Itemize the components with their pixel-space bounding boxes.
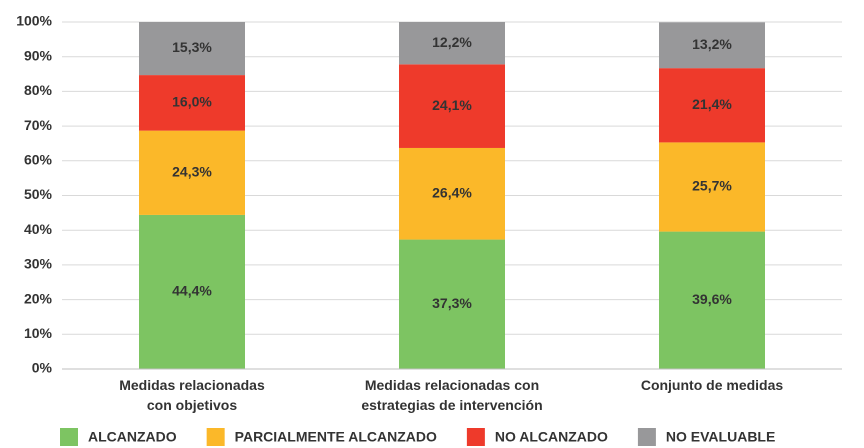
y-tick-label: 50% <box>24 186 53 202</box>
bar-segment <box>139 75 245 131</box>
y-tick-label: 0% <box>32 360 53 376</box>
value-label: 24,3% <box>172 163 212 179</box>
value-label: 26,4% <box>432 184 472 200</box>
value-label: 12,2% <box>432 34 472 50</box>
bar-segment <box>659 22 765 69</box>
x-tick-label-line: Conjunto de medidas <box>641 377 784 393</box>
value-label: 21,4% <box>692 96 732 112</box>
y-tick-label: 70% <box>24 117 53 133</box>
bar-segment <box>139 22 245 76</box>
value-label: 39,6% <box>692 291 732 307</box>
legend-swatch <box>637 428 656 446</box>
x-tick-label-line: Medidas relacionadas <box>119 377 265 393</box>
bar-segment <box>659 68 765 143</box>
bar-segment <box>139 130 245 215</box>
value-label: 16,0% <box>172 94 212 110</box>
x-tick-label-line: estrategias de intervención <box>361 397 542 413</box>
bar-segment <box>399 64 505 148</box>
value-label: 25,7% <box>692 178 732 194</box>
legend-swatch <box>206 428 225 446</box>
bar-segment <box>659 142 765 232</box>
y-tick-label: 100% <box>16 13 52 29</box>
legend-label: PARCIALMENTE ALCANZADO <box>235 429 437 445</box>
bar-segment <box>399 22 505 65</box>
legend-label: ALCANZADO <box>88 429 177 445</box>
x-tick-label-line: Medidas relacionadas con <box>365 377 539 393</box>
bar-segment <box>399 147 505 240</box>
x-tick-label-line: con objetivos <box>147 397 237 413</box>
x-tick-label: Conjunto de medidas <box>641 377 784 393</box>
legend-swatch <box>60 428 78 446</box>
x-tick-label: Medidas relacionadas con estrategias de i… <box>361 377 542 413</box>
value-label: 44,4% <box>172 283 212 299</box>
x-tick-label: Medidas relacionadas con objetivos <box>119 377 265 413</box>
y-tick-label: 60% <box>24 152 53 168</box>
value-label: 13,2% <box>692 36 732 52</box>
bar-segment <box>139 214 245 369</box>
value-label: 15,3% <box>172 39 212 55</box>
legend-swatch <box>466 428 485 446</box>
y-tick-label: 80% <box>24 82 53 98</box>
y-tick-label: 20% <box>24 290 53 306</box>
value-label: 37,3% <box>432 295 472 311</box>
legend-label: NO ALCANZADO <box>495 429 608 445</box>
bar-segment <box>659 231 765 369</box>
legend-label: NO EVALUABLE <box>666 429 775 445</box>
y-tick-label: 30% <box>24 256 53 272</box>
bar-segment <box>399 239 505 369</box>
value-label: 24,1% <box>432 97 472 113</box>
y-tick-label: 10% <box>24 325 53 341</box>
y-tick-label: 90% <box>24 47 53 63</box>
y-tick-label: 40% <box>24 221 53 237</box>
